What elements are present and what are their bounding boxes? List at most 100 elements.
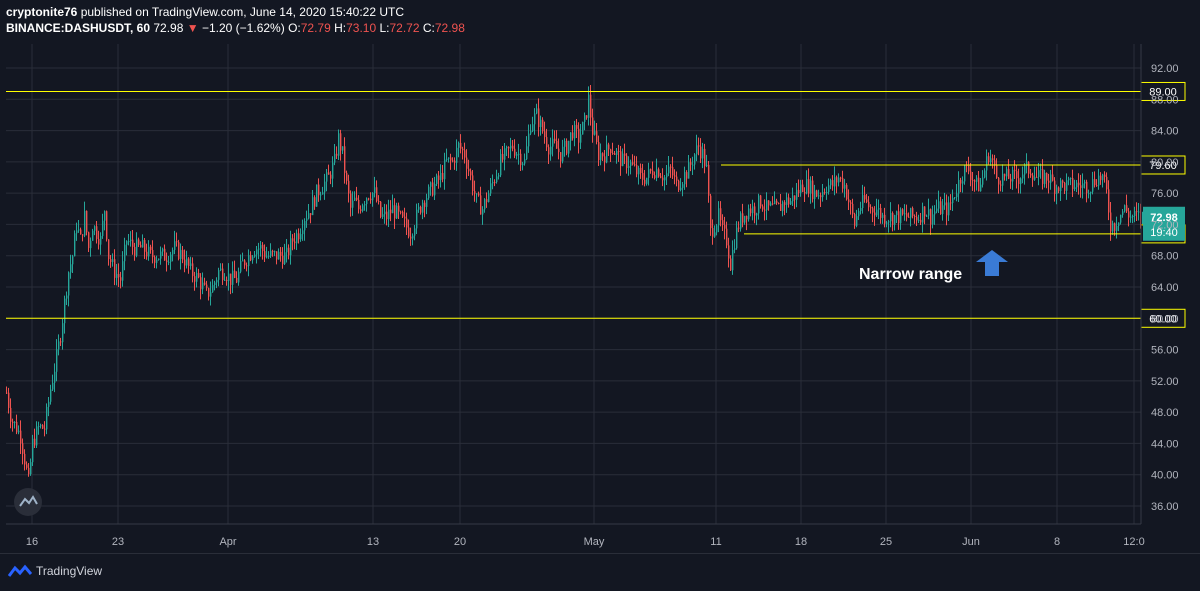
candle-body: [1046, 172, 1048, 181]
candle-body: [546, 137, 548, 148]
candle-body: [726, 228, 728, 246]
candle-body: [934, 211, 936, 215]
candle-body: [746, 215, 748, 220]
candle-body: [1058, 187, 1060, 192]
candle-body: [360, 209, 362, 211]
candle-body: [346, 172, 348, 181]
candle-body: [1068, 178, 1070, 181]
candle-body: [1060, 180, 1062, 192]
candle-body: [1034, 176, 1036, 180]
candle-body: [108, 239, 110, 260]
candle-body: [604, 156, 606, 163]
candle-body: [34, 438, 36, 446]
candle-body: [952, 197, 954, 204]
candle-body: [428, 186, 430, 199]
candle-body: [970, 171, 972, 181]
candle-body: [544, 131, 546, 138]
candle-body: [1118, 222, 1120, 226]
candle-body: [348, 180, 350, 194]
candle-body: [50, 389, 52, 402]
candle-body: [184, 259, 186, 266]
candle-body: [238, 271, 240, 283]
candle-body: [1080, 185, 1082, 188]
candle-body: [600, 153, 602, 161]
candle-body: [1030, 173, 1032, 176]
candle-body: [486, 199, 488, 202]
chart-grid: [6, 44, 1141, 524]
candle-body: [104, 211, 106, 221]
candle-body: [652, 170, 654, 176]
candle-body: [708, 164, 710, 196]
candle-body: [1082, 183, 1084, 188]
candle-body: [580, 134, 582, 143]
candle-body: [728, 245, 730, 259]
candle-body: [1132, 215, 1134, 217]
candle-body: [894, 215, 896, 225]
candle-body: [622, 153, 624, 167]
y-tick-label: 76.00: [1151, 188, 1179, 200]
candle-body: [434, 183, 436, 196]
candle-body: [1066, 180, 1068, 191]
candle-body: [716, 225, 718, 233]
time-axis[interactable]: 16 23 Apr 13 20 May 11 18 25 Jun 8 12:0: [6, 523, 1145, 548]
candle-body: [310, 213, 312, 216]
candle-body: [798, 189, 800, 193]
price-axis[interactable]: 36.00 40.00 44.00 48.00 52.00 56.00 60.00 64.00…: [1140, 44, 1179, 524]
candle-body: [814, 190, 816, 200]
candle-body: [1116, 225, 1118, 231]
candle-body: [1028, 162, 1030, 174]
candle-body: [518, 153, 520, 155]
candle-body: [682, 184, 684, 188]
candle-body: [1100, 175, 1102, 181]
candle-body: [1004, 173, 1006, 177]
symbol-label[interactable]: BINANCE:DASHUSDT, 60: [6, 21, 151, 35]
y-tick-label: 72.00: [1151, 219, 1179, 231]
candle-body: [912, 208, 914, 217]
candle-body: [248, 255, 250, 266]
candle-body: [114, 259, 116, 278]
candle-body: [20, 430, 22, 444]
candle-body: [666, 173, 668, 178]
candle-body: [526, 146, 528, 160]
candle-body: [578, 128, 580, 143]
candle-body: [142, 239, 144, 248]
down-arrow-icon: ▼: [186, 21, 199, 35]
candle-body: [216, 279, 218, 283]
publish-info: published on TradingView.com, June 14, 2…: [80, 5, 405, 19]
x-tick-label: Jun: [962, 536, 980, 548]
candle-body: [22, 443, 24, 454]
candle-body: [588, 94, 590, 118]
candle-body: [88, 232, 90, 249]
candle-body: [420, 206, 422, 213]
candle-body: [102, 220, 104, 236]
candle-body: [626, 155, 628, 168]
candle-body: [1098, 175, 1100, 186]
candle-body: [612, 153, 614, 155]
candle-body: [478, 193, 480, 196]
last-price-label: 72.98: [1150, 212, 1178, 224]
candle-body: [644, 179, 646, 184]
candle-body: [940, 201, 942, 215]
candle-body: [552, 138, 554, 147]
candle-body: [842, 178, 844, 189]
candle-body: [230, 273, 232, 285]
candle-body: [956, 193, 958, 198]
candle-body: [1108, 189, 1110, 213]
author-name[interactable]: cryptonite76: [6, 5, 78, 19]
candle-body: [46, 406, 48, 430]
candle-body: [168, 261, 170, 263]
publish-line: cryptonite76 published on TradingView.co…: [6, 4, 465, 20]
candle-body: [400, 211, 402, 213]
tradingview-brand[interactable]: TradingView: [8, 564, 102, 578]
candle-body: [72, 256, 74, 265]
candle-body: [700, 146, 702, 159]
y-tick-label: 92.00: [1151, 63, 1179, 75]
candle-body: [260, 244, 262, 249]
candle-body: [28, 467, 30, 475]
candle-body: [800, 184, 802, 193]
candle-body: [694, 154, 696, 165]
candle-body: [1084, 181, 1086, 184]
candle-body: [958, 179, 960, 194]
annotation-group: Narrow range: [859, 250, 1008, 283]
